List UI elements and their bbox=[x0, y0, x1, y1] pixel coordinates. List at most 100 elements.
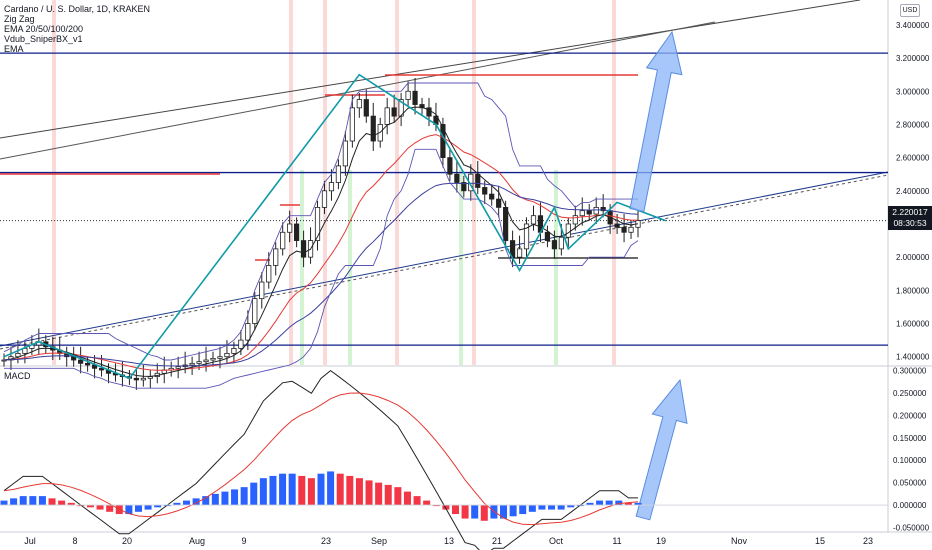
candle-body bbox=[328, 182, 335, 192]
signal-column-red bbox=[612, 0, 616, 365]
time-tick-label: 13 bbox=[444, 536, 454, 546]
signal-column-red bbox=[472, 0, 476, 365]
candle-body bbox=[558, 236, 564, 250]
candle-body bbox=[363, 99, 369, 117]
macd-histogram-bar bbox=[624, 502, 632, 506]
macd-histogram-bar bbox=[19, 496, 27, 506]
candle-body bbox=[551, 240, 557, 250]
macd-histogram-bar bbox=[519, 505, 527, 515]
legend-item-zigzag[interactable]: Zig Zag bbox=[4, 14, 35, 24]
candle-body bbox=[273, 248, 279, 266]
candle-body bbox=[85, 362, 91, 366]
macd-signal-line bbox=[3, 392, 639, 526]
projection-arrow-price bbox=[629, 30, 683, 212]
legend-item-ema[interactable]: EMA bbox=[4, 44, 24, 54]
candle-body bbox=[621, 226, 627, 233]
last-price-label: 2.220017 08:30:53 bbox=[888, 206, 932, 230]
macd-pane-label[interactable]: MACD bbox=[4, 371, 31, 381]
candle-body bbox=[370, 115, 376, 142]
macd-histogram-bar bbox=[307, 478, 315, 506]
projection-arrow-macd bbox=[635, 378, 688, 521]
macd-histogram-bar bbox=[67, 502, 75, 506]
trendline-upper-1 bbox=[0, 0, 861, 139]
macd-tick-label: 0.150000 bbox=[893, 434, 927, 443]
time-tick-label: Oct bbox=[549, 536, 564, 546]
legend-title[interactable]: Cardano / U. S. Dollar, 1D, KRAKEN bbox=[4, 4, 151, 14]
macd-histogram-bar bbox=[288, 473, 296, 506]
signal-column-red bbox=[289, 0, 293, 365]
price-tick-label: 3.400000 bbox=[896, 21, 930, 30]
macd-histogram-bar bbox=[38, 496, 46, 506]
macd-histogram-bar bbox=[250, 482, 258, 506]
time-tick-label: Nov bbox=[731, 536, 748, 546]
ema-black bbox=[3, 106, 639, 377]
candle-body bbox=[98, 367, 105, 371]
time-tick-label: 23 bbox=[321, 536, 331, 546]
macd-tick-label: 0.250000 bbox=[893, 389, 927, 398]
price-tick-label: 1.800000 bbox=[896, 286, 930, 295]
macd-histogram-bar bbox=[96, 505, 104, 510]
candle-body bbox=[426, 107, 432, 117]
candle-body bbox=[210, 357, 216, 361]
macd-histogram-bar bbox=[0, 500, 8, 506]
macd-histogram-bar bbox=[231, 489, 239, 506]
candle-body bbox=[203, 359, 209, 363]
candle-body bbox=[342, 140, 348, 167]
candle-body bbox=[189, 362, 195, 366]
macd-histogram-bar bbox=[269, 475, 277, 506]
macd-histogram-bar bbox=[394, 487, 402, 506]
channel-upper bbox=[3, 82, 638, 361]
time-tick-label: 15 bbox=[815, 536, 825, 546]
ema-red bbox=[3, 134, 638, 371]
macd-histogram-bar bbox=[500, 505, 508, 519]
time-tick-label: Sep bbox=[371, 536, 387, 546]
time-tick-label: 19 bbox=[656, 536, 666, 546]
candle-body bbox=[530, 215, 537, 225]
candle-body bbox=[335, 165, 342, 183]
candle-body bbox=[384, 107, 390, 125]
macd-tick-label: 0.000000 bbox=[893, 501, 927, 510]
candle-body bbox=[391, 107, 397, 117]
candle-body bbox=[314, 206, 321, 241]
currency-badge[interactable]: USD bbox=[900, 4, 920, 17]
candle-body bbox=[565, 223, 571, 238]
price-tick-label: 3.000000 bbox=[896, 87, 930, 96]
legend-item-sniper[interactable]: Vdub_SniperBX_v1 bbox=[4, 34, 83, 44]
macd-tick-label: 0.300000 bbox=[893, 366, 927, 375]
candle-body bbox=[196, 361, 202, 364]
price-tick-label: 2.000000 bbox=[896, 253, 930, 262]
macd-histogram-bar bbox=[596, 500, 604, 506]
candle-body bbox=[516, 248, 523, 258]
candle-body bbox=[614, 223, 620, 228]
trendline-support-dashed bbox=[0, 174, 889, 350]
signal-column-red bbox=[52, 0, 56, 365]
macd-histogram-bar bbox=[221, 491, 229, 506]
macd-histogram-bar bbox=[451, 505, 459, 515]
macd-histogram-bar bbox=[471, 505, 479, 519]
candle-body bbox=[294, 223, 300, 241]
macd-line bbox=[3, 369, 638, 550]
candle-body bbox=[503, 206, 509, 241]
macd-histogram-bar bbox=[202, 496, 210, 506]
macd-histogram-bar bbox=[423, 500, 431, 506]
candle-body bbox=[245, 323, 251, 341]
price-tick-label: 2.800000 bbox=[896, 120, 930, 129]
candle-body bbox=[224, 352, 230, 358]
candle-body bbox=[280, 231, 286, 250]
time-tick-label: 8 bbox=[72, 536, 77, 546]
macd-histogram-bar bbox=[375, 482, 383, 506]
macd-tick-label: 0.200000 bbox=[893, 411, 927, 420]
macd-histogram-bar bbox=[48, 498, 56, 506]
candle-body bbox=[356, 99, 362, 109]
macd-histogram-bar bbox=[125, 505, 133, 515]
legend-item-ema-set[interactable]: EMA 20/50/100/200 bbox=[4, 24, 84, 34]
macd-histogram-bar bbox=[336, 473, 344, 506]
candle-body bbox=[300, 240, 307, 258]
macd-histogram-bar bbox=[154, 505, 162, 508]
macd-tick-label: 0.100000 bbox=[893, 456, 927, 465]
time-tick-label: 9 bbox=[241, 536, 246, 546]
zigzag-line bbox=[3, 73, 667, 380]
signal-column-green bbox=[459, 170, 463, 365]
candle-body bbox=[628, 226, 634, 233]
ema-blue bbox=[3, 182, 639, 367]
